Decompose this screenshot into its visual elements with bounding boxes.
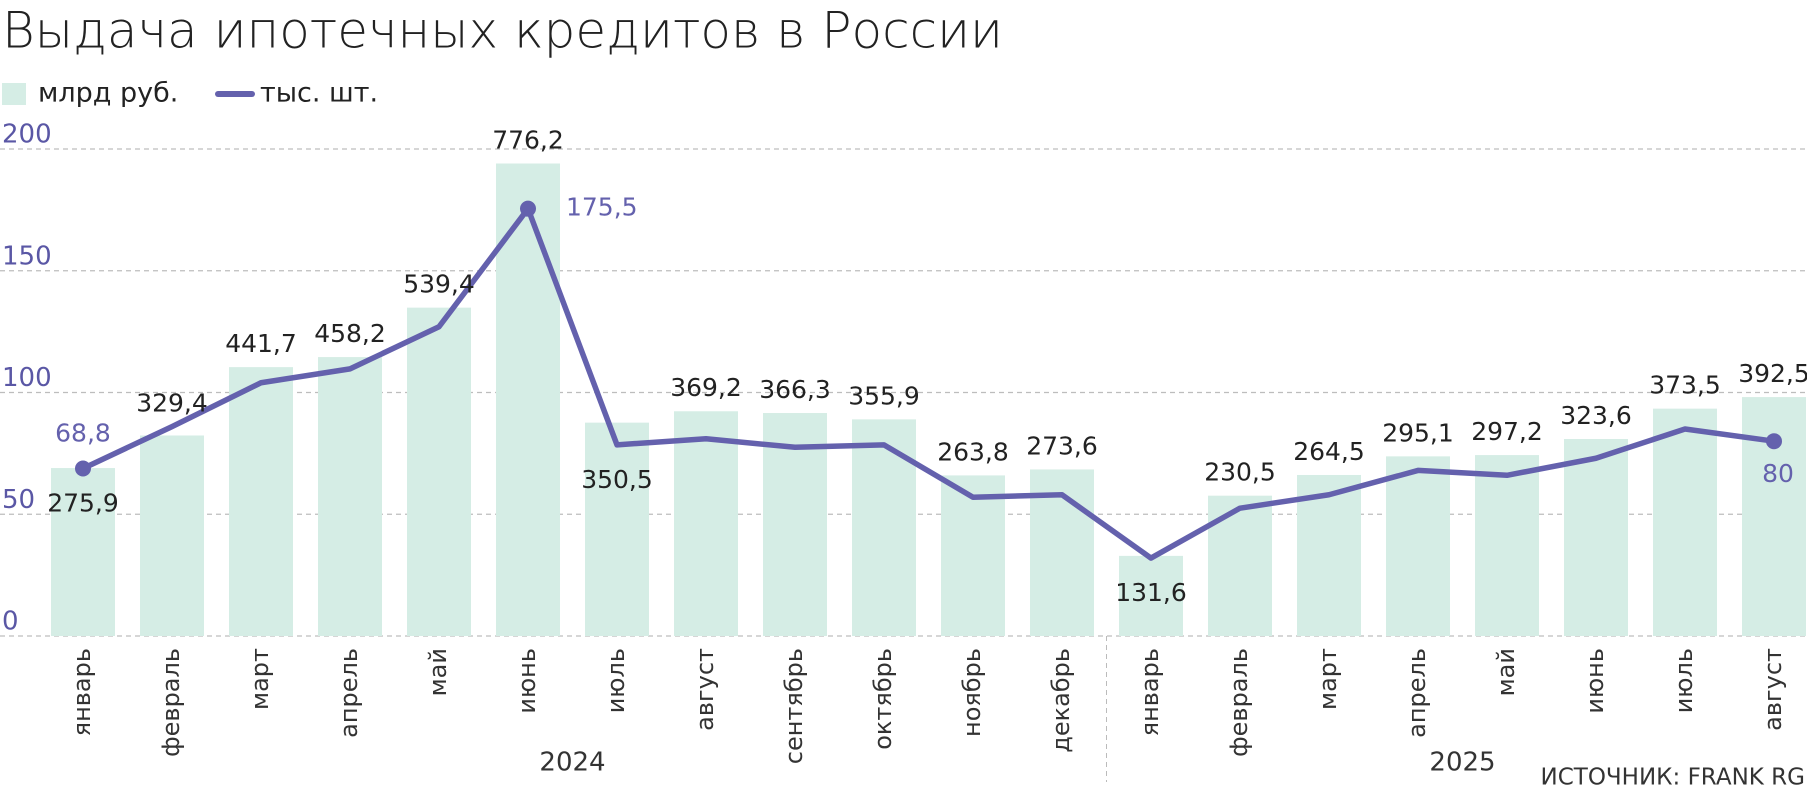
bar-value-label: 355,9: [848, 381, 920, 410]
x-tick-label: март: [246, 648, 274, 710]
bar-value-label: 264,5: [1293, 437, 1365, 466]
x-tick-label: январь: [68, 648, 96, 736]
bar: [852, 419, 916, 636]
line-value-label: 68,8: [55, 418, 111, 447]
bar-value-label: 263,8: [937, 437, 1009, 466]
y-tick-label: 50: [2, 485, 35, 515]
x-tick-label: август: [1759, 648, 1787, 731]
bar-value-label: 441,7: [225, 329, 297, 358]
bar: [1475, 455, 1539, 636]
bar-value-label: 539,4: [403, 270, 475, 299]
bar: [763, 413, 827, 636]
bar: [51, 468, 115, 636]
year-label: 2024: [539, 748, 605, 778]
x-tick-label: май: [1492, 648, 1520, 696]
bar: [1208, 495, 1272, 636]
y-tick-label: 200: [2, 120, 52, 150]
bar-value-label: 297,2: [1471, 417, 1543, 446]
x-tick-label: октябрь: [869, 648, 897, 750]
bar: [140, 435, 204, 636]
bar: [1386, 456, 1450, 636]
x-tick-label: февраль: [157, 648, 185, 757]
bar-value-label: 458,2: [314, 319, 386, 348]
y-tick-label: 150: [2, 241, 52, 271]
bar-value-label: 131,6: [1115, 578, 1187, 607]
x-tick-label: июнь: [1581, 648, 1609, 714]
bar: [585, 422, 649, 636]
y-tick-label: 0: [2, 607, 19, 637]
bar: [1653, 408, 1717, 636]
bar: [318, 357, 382, 636]
bar-value-label: 373,5: [1649, 371, 1721, 400]
bar-value-label: 776,2: [492, 125, 564, 154]
source: ИСТОЧНИК: FRANK RG: [1541, 765, 1806, 791]
x-tick-label: июнь: [513, 648, 541, 714]
bar-value-label: 350,5: [581, 465, 653, 494]
year-label: 2025: [1429, 748, 1495, 778]
bar: [674, 411, 738, 636]
x-tick-label: июль: [1670, 648, 1698, 713]
bar-value-label: 369,2: [670, 373, 742, 402]
bar: [941, 475, 1005, 636]
chart-title: Выдача ипотечных кредитов в России: [2, 2, 1003, 60]
line-point: [520, 200, 536, 217]
x-tick-label: ноябрь: [958, 648, 986, 737]
bar: [407, 307, 471, 636]
bar-value-label: 273,6: [1026, 431, 1098, 460]
bar: [1564, 439, 1628, 636]
bar-value-label: 392,5: [1738, 359, 1807, 388]
line: [81, 205, 1775, 561]
bar-value-label: 366,3: [759, 375, 831, 404]
bar: [1119, 555, 1183, 636]
x-tick-label: декабрь: [1047, 648, 1075, 753]
line-value-label: 175,5: [566, 193, 638, 222]
bar: [1742, 397, 1806, 636]
legend-swatch: [2, 83, 26, 105]
bar-value-label: 230,5: [1204, 458, 1276, 487]
x-tick-label: апрель: [335, 648, 363, 738]
x-tick-label: январь: [1136, 648, 1164, 736]
x-tick-label: март: [1314, 648, 1342, 710]
x-tick-label: сентябрь: [780, 648, 808, 764]
x-tick-label: апрель: [1403, 648, 1431, 738]
y-tick-label: 100: [2, 363, 52, 393]
legend-label: тыс. шт.: [260, 78, 378, 109]
bar-value-label: 323,6: [1560, 401, 1632, 430]
line-value-label: 80: [1762, 459, 1794, 488]
x-tick-label: май: [424, 648, 452, 696]
bar: [496, 163, 560, 636]
x-tick-label: февраль: [1225, 648, 1253, 757]
bar: [1297, 474, 1361, 636]
line-point: [1766, 433, 1782, 450]
bar-value-label: 329,4: [136, 389, 208, 418]
legend-label: млрд руб.: [38, 78, 178, 109]
bar-value-label: 275,9: [47, 488, 119, 517]
x-tick-label: июль: [602, 648, 630, 713]
bar-value-label: 295,1: [1382, 418, 1454, 447]
bar: [229, 367, 293, 636]
x-tick-label: август: [691, 648, 719, 731]
line-point: [75, 460, 91, 477]
